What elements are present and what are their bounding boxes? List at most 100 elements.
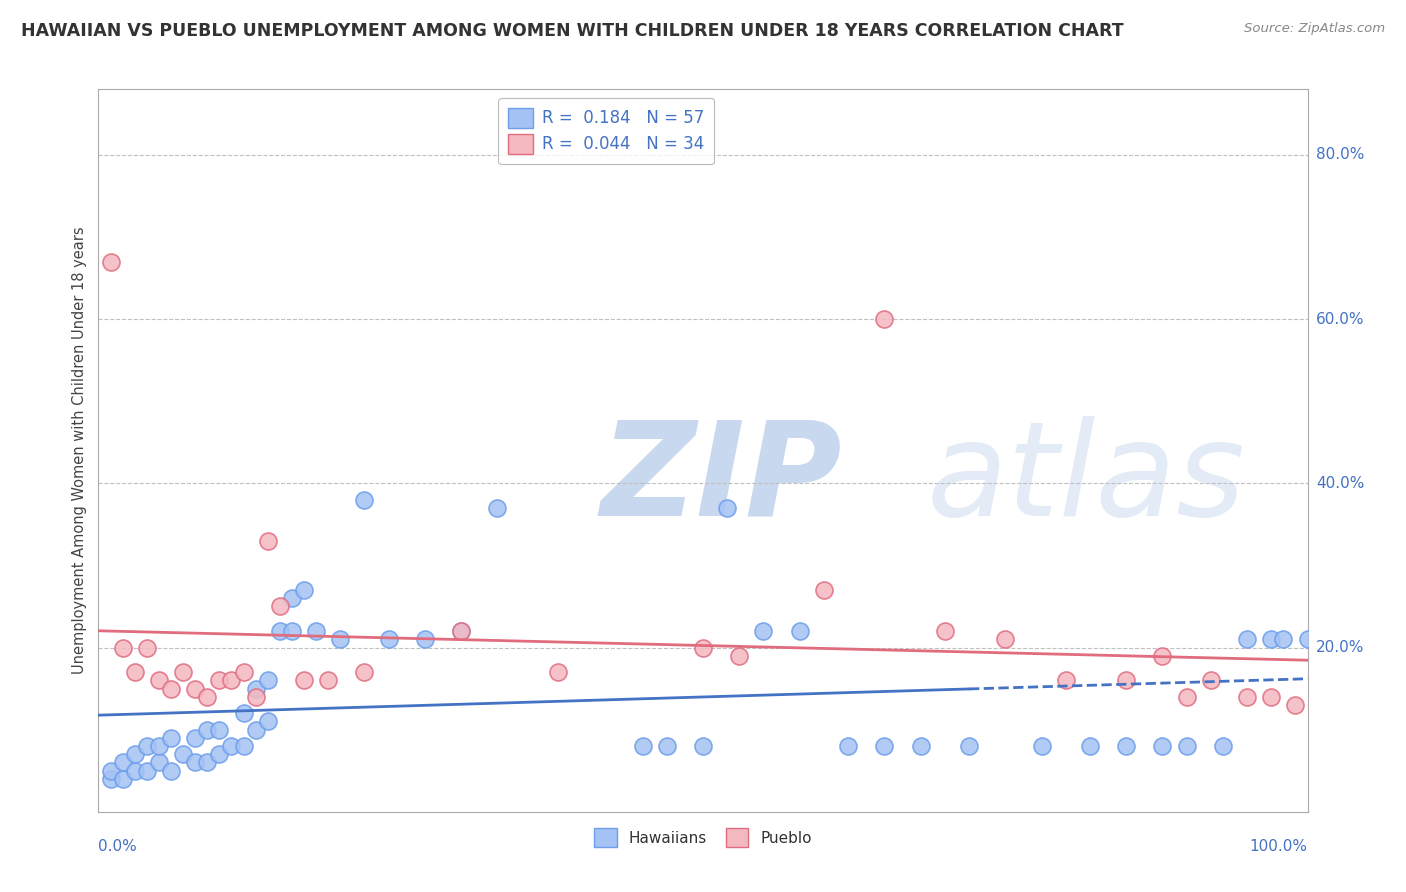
Point — [172, 665, 194, 680]
Point — [692, 739, 714, 753]
Point — [292, 582, 315, 597]
Point — [837, 739, 859, 753]
Point — [195, 756, 218, 770]
Point — [111, 756, 134, 770]
Point — [353, 665, 375, 680]
Point — [160, 731, 183, 745]
Point — [111, 640, 134, 655]
Point — [208, 673, 231, 688]
Point — [208, 747, 231, 762]
Point — [111, 772, 134, 786]
Text: HAWAIIAN VS PUEBLO UNEMPLOYMENT AMONG WOMEN WITH CHILDREN UNDER 18 YEARS CORRELA: HAWAIIAN VS PUEBLO UNEMPLOYMENT AMONG WO… — [21, 22, 1123, 40]
Point — [100, 254, 122, 268]
Point — [1260, 690, 1282, 704]
Point — [789, 624, 811, 639]
Point — [245, 681, 267, 696]
Point — [135, 764, 157, 778]
Point — [148, 739, 170, 753]
Point — [716, 500, 738, 515]
Point — [813, 582, 835, 597]
Point — [486, 500, 509, 515]
Point — [1175, 690, 1198, 704]
Point — [1115, 673, 1137, 688]
Point — [232, 665, 254, 680]
Point — [450, 624, 472, 639]
Point — [221, 673, 243, 688]
Point — [329, 632, 352, 647]
Text: 100.0%: 100.0% — [1250, 839, 1308, 855]
Point — [1272, 632, 1295, 647]
Point — [1296, 632, 1319, 647]
Point — [135, 640, 157, 655]
Point — [269, 599, 291, 614]
Point — [934, 624, 956, 639]
Point — [1152, 648, 1174, 663]
Y-axis label: Unemployment Among Women with Children Under 18 years: Unemployment Among Women with Children U… — [72, 227, 87, 674]
Point — [184, 681, 207, 696]
Point — [124, 764, 146, 778]
Point — [1054, 673, 1077, 688]
Point — [232, 739, 254, 753]
Point — [256, 714, 278, 729]
Point — [232, 706, 254, 721]
Point — [160, 764, 183, 778]
Point — [256, 673, 278, 688]
Text: 0.0%: 0.0% — [98, 839, 138, 855]
Point — [172, 747, 194, 762]
Point — [631, 739, 654, 753]
Point — [994, 632, 1017, 647]
Point — [195, 690, 218, 704]
Text: 40.0%: 40.0% — [1316, 475, 1364, 491]
Point — [1284, 698, 1306, 712]
Point — [450, 624, 472, 639]
Point — [292, 673, 315, 688]
Point — [100, 772, 122, 786]
Point — [316, 673, 339, 688]
Point — [160, 681, 183, 696]
Point — [377, 632, 399, 647]
Text: atlas: atlas — [927, 416, 1246, 543]
Point — [256, 533, 278, 548]
Point — [124, 747, 146, 762]
Point — [957, 739, 980, 753]
Point — [245, 723, 267, 737]
Point — [245, 690, 267, 704]
Point — [195, 723, 218, 737]
Point — [1031, 739, 1053, 753]
Point — [135, 739, 157, 753]
Text: ZIP: ZIP — [600, 416, 842, 543]
Point — [547, 665, 569, 680]
Point — [353, 492, 375, 507]
Point — [1115, 739, 1137, 753]
Point — [208, 723, 231, 737]
Point — [1236, 632, 1258, 647]
Point — [148, 673, 170, 688]
Point — [100, 764, 122, 778]
Point — [281, 591, 304, 606]
Point — [873, 312, 896, 326]
Point — [1212, 739, 1234, 753]
Point — [1236, 690, 1258, 704]
Point — [124, 665, 146, 680]
Point — [1199, 673, 1222, 688]
Legend: Hawaiians, Pueblo: Hawaiians, Pueblo — [586, 821, 820, 855]
Text: 60.0%: 60.0% — [1316, 311, 1364, 326]
Point — [655, 739, 678, 753]
Text: Source: ZipAtlas.com: Source: ZipAtlas.com — [1244, 22, 1385, 36]
Text: 20.0%: 20.0% — [1316, 640, 1364, 655]
Point — [1260, 632, 1282, 647]
Point — [728, 648, 751, 663]
Point — [148, 756, 170, 770]
Point — [305, 624, 328, 639]
Point — [281, 624, 304, 639]
Point — [269, 624, 291, 639]
Text: 80.0%: 80.0% — [1316, 147, 1364, 162]
Point — [184, 756, 207, 770]
Point — [752, 624, 775, 639]
Point — [184, 731, 207, 745]
Point — [413, 632, 436, 647]
Point — [692, 640, 714, 655]
Point — [1152, 739, 1174, 753]
Point — [873, 739, 896, 753]
Point — [221, 739, 243, 753]
